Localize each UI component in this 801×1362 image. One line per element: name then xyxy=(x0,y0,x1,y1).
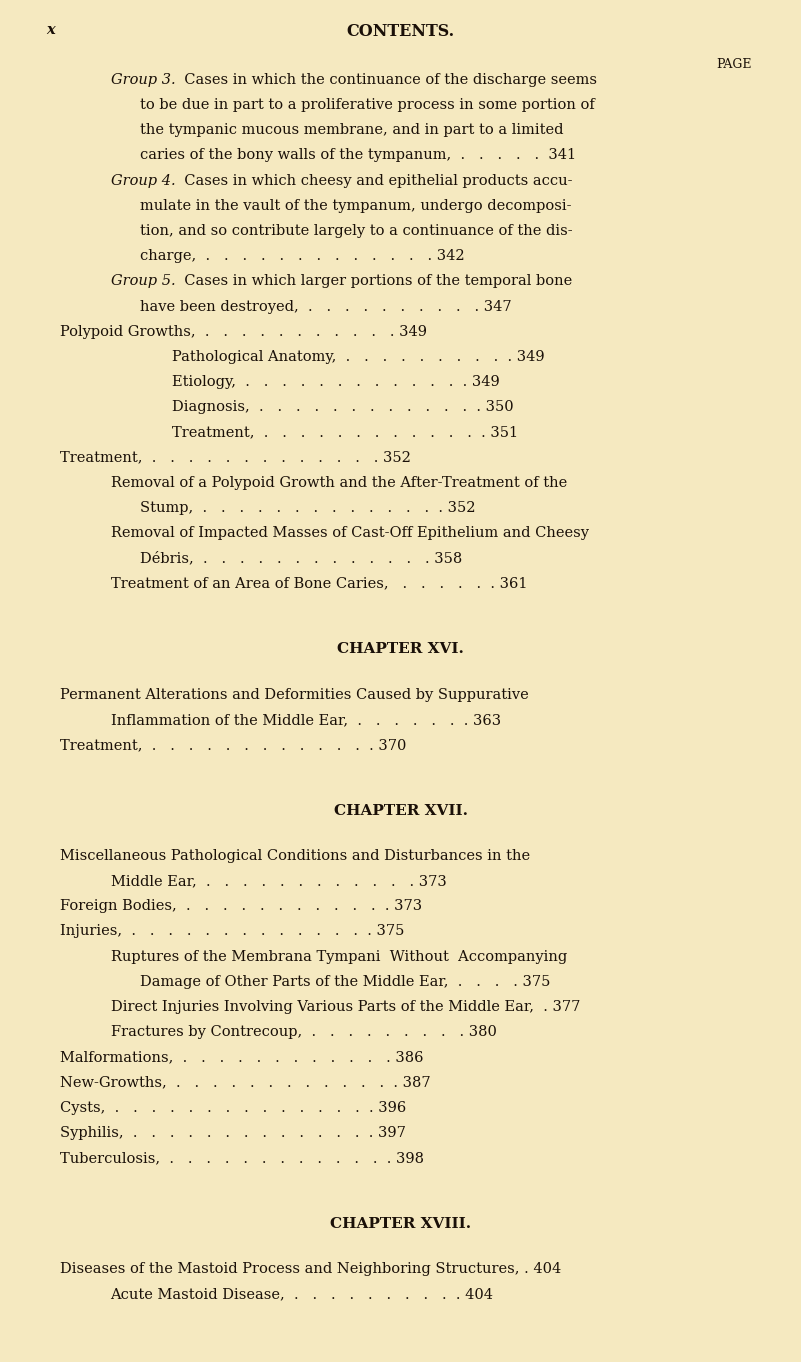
Text: Group 4.: Group 4. xyxy=(111,173,175,188)
Text: PAGE: PAGE xyxy=(716,57,751,71)
Text: charge,  .   .   .   .   .   .   .   .   .   .   .   .   . 342: charge, . . . . . . . . . . . . . 342 xyxy=(140,249,465,263)
Text: Syphilis,  .   .   .   .   .   .   .   .   .   .   .   .   .  . 397: Syphilis, . . . . . . . . . . . . . . 39… xyxy=(60,1126,406,1140)
Text: x: x xyxy=(46,23,55,37)
Text: Removal of a Polypoid Growth and the After-Treatment of the: Removal of a Polypoid Growth and the Aft… xyxy=(111,475,567,490)
Text: CHAPTER XVII.: CHAPTER XVII. xyxy=(333,804,468,817)
Text: Cysts,  .   .   .   .   .   .   .   .   .   .   .   .   .   .  . 396: Cysts, . . . . . . . . . . . . . . . 396 xyxy=(60,1100,406,1115)
Text: Group 5.: Group 5. xyxy=(111,274,175,289)
Text: Malformations,  .   .   .   .   .   .   .   .   .   .   .   . 386: Malformations, . . . . . . . . . . . . 3… xyxy=(60,1050,424,1065)
Text: the tympanic mucous membrane, and in part to a limited: the tympanic mucous membrane, and in par… xyxy=(140,123,564,138)
Text: Stump,  .   .   .   .   .   .   .   .   .   .   .   .   .  . 352: Stump, . . . . . . . . . . . . . . 352 xyxy=(140,501,476,515)
Text: Etiology,  .   .   .   .   .   .   .   .   .   .   .   .  . 349: Etiology, . . . . . . . . . . . . . 349 xyxy=(172,375,500,390)
Text: Cases in which cheesy and epithelial products accu-: Cases in which cheesy and epithelial pro… xyxy=(175,173,573,188)
Text: CONTENTS.: CONTENTS. xyxy=(347,23,454,39)
Text: CHAPTER XVIII.: CHAPTER XVIII. xyxy=(330,1216,471,1231)
Text: Tuberculosis,  .   .   .   .   .   .   .   .   .   .   .   .  . 398: Tuberculosis, . . . . . . . . . . . . . … xyxy=(60,1151,424,1166)
Text: Diseases of the Mastoid Process and Neighboring Structures, . 404: Diseases of the Mastoid Process and Neig… xyxy=(60,1263,562,1276)
Text: New-Growths,  .   .   .   .   .   .   .   .   .   .   .   .  . 387: New-Growths, . . . . . . . . . . . . . 3… xyxy=(60,1076,431,1090)
Text: Diagnosis,  .   .   .   .   .   .   .   .   .   .   .   .  . 350: Diagnosis, . . . . . . . . . . . . . 350 xyxy=(172,400,513,414)
Text: Middle Ear,  .   .   .   .   .   .   .   .   .   .   .   . 373: Middle Ear, . . . . . . . . . . . . 373 xyxy=(111,874,446,888)
Text: Pathological Anatomy,  .   .   .   .   .   .   .   .   .  . 349: Pathological Anatomy, . . . . . . . . . … xyxy=(172,350,545,364)
Text: Acute Mastoid Disease,  .   .   .   .   .   .   .   .   .  . 404: Acute Mastoid Disease, . . . . . . . . .… xyxy=(111,1287,493,1301)
Text: mulate in the vault of the tympanum, undergo decomposi-: mulate in the vault of the tympanum, und… xyxy=(140,199,572,212)
Text: Débris,  .   .   .   .   .   .   .   .   .   .   .   .   . 358: Débris, . . . . . . . . . . . . . 358 xyxy=(140,552,462,565)
Text: Treatment,  .   .   .   .   .   .   .   .   .   .   .   .  . 370: Treatment, . . . . . . . . . . . . . 370 xyxy=(60,738,406,752)
Text: Injuries,  .   .   .   .   .   .   .   .   .   .   .   .   .  . 375: Injuries, . . . . . . . . . . . . . . 37… xyxy=(60,925,405,938)
Text: Fractures by Contrecoup,  .   .   .   .   .   .   .   .   . 380: Fractures by Contrecoup, . . . . . . . .… xyxy=(111,1026,497,1039)
Text: Direct Injuries Involving Various Parts of the Middle Ear,  . 377: Direct Injuries Involving Various Parts … xyxy=(111,1000,580,1015)
Text: Treatment,  .   .   .   .   .   .   .   .   .   .   .   .   . 352: Treatment, . . . . . . . . . . . . . 352 xyxy=(60,451,411,464)
Text: Cases in which the continuance of the discharge seems: Cases in which the continuance of the di… xyxy=(175,72,598,87)
Text: tion, and so contribute largely to a continuance of the dis-: tion, and so contribute largely to a con… xyxy=(140,223,573,238)
Text: Removal of Impacted Masses of Cast-Off Epithelium and Cheesy: Removal of Impacted Masses of Cast-Off E… xyxy=(111,526,589,541)
Text: Foreign Bodies,  .   .   .   .   .   .   .   .   .   .   .  . 373: Foreign Bodies, . . . . . . . . . . . . … xyxy=(60,899,422,914)
Text: CHAPTER XVI.: CHAPTER XVI. xyxy=(337,643,464,656)
Text: Polypoid Growths,  .   .   .   .   .   .   .   .   .   .   . 349: Polypoid Growths, . . . . . . . . . . . … xyxy=(60,324,427,339)
Text: Treatment of an Area of Bone Caries,   .   .   .   .   .  . 361: Treatment of an Area of Bone Caries, . .… xyxy=(111,576,527,591)
Text: Permanent Alterations and Deformities Caused by Suppurative: Permanent Alterations and Deformities Ca… xyxy=(60,688,529,701)
Text: caries of the bony walls of the tympanum,  .   .   .   .   .  341: caries of the bony walls of the tympanum… xyxy=(140,148,576,162)
Text: Miscellaneous Pathological Conditions and Disturbances in the: Miscellaneous Pathological Conditions an… xyxy=(60,849,530,864)
Text: Inflammation of the Middle Ear,  .   .   .   .   .   .  . 363: Inflammation of the Middle Ear, . . . . … xyxy=(111,712,501,727)
Text: Ruptures of the Membrana Tympani  Without  Accompanying: Ruptures of the Membrana Tympani Without… xyxy=(111,949,567,964)
Text: to be due in part to a proliferative process in some portion of: to be due in part to a proliferative pro… xyxy=(140,98,595,112)
Text: Treatment,  .   .   .   .   .   .   .   .   .   .   .   .  . 351: Treatment, . . . . . . . . . . . . . 351 xyxy=(172,425,518,440)
Text: Group 3.: Group 3. xyxy=(111,72,175,87)
Text: Cases in which larger portions of the temporal bone: Cases in which larger portions of the te… xyxy=(175,274,573,289)
Text: have been destroyed,  .   .   .   .   .   .   .   .   .   . 347: have been destroyed, . . . . . . . . . .… xyxy=(140,300,512,313)
Text: Damage of Other Parts of the Middle Ear,  .   .   .   . 375: Damage of Other Parts of the Middle Ear,… xyxy=(140,975,550,989)
